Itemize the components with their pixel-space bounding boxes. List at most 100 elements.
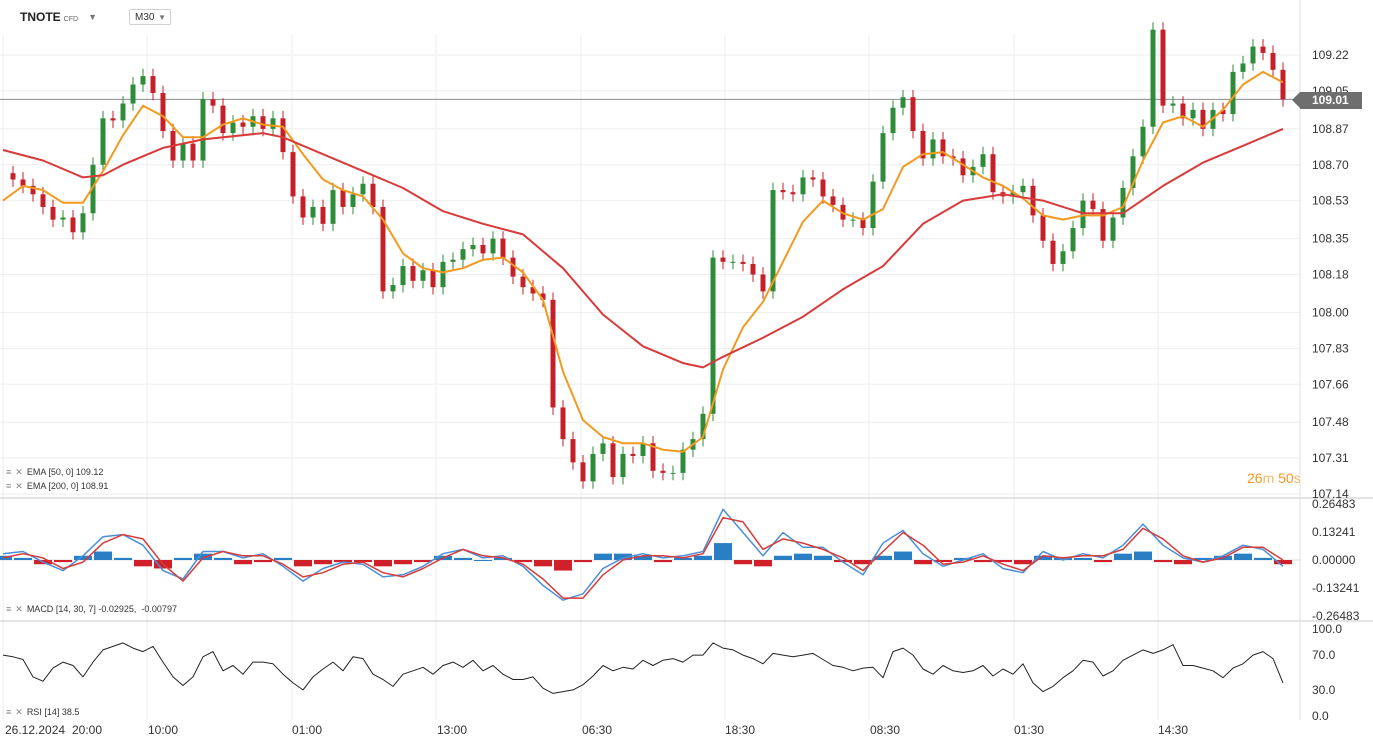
candle-body bbox=[590, 453, 596, 482]
macd-histogram-bar bbox=[374, 560, 392, 567]
candle-body bbox=[520, 276, 526, 288]
timeframe-selector[interactable]: M30 ▼ bbox=[129, 9, 171, 25]
macd-histogram-bar bbox=[554, 560, 572, 571]
candle-body bbox=[1080, 200, 1086, 229]
candle-body bbox=[1190, 109, 1196, 119]
candle-body bbox=[180, 143, 186, 161]
close-icon[interactable]: ✕ bbox=[15, 481, 24, 491]
chevron-down-icon: ▼ bbox=[158, 13, 166, 22]
macd-histogram-bar bbox=[414, 560, 432, 563]
candle-body bbox=[140, 76, 146, 85]
countdown-minutes: 26 bbox=[1247, 470, 1263, 486]
candle-body bbox=[340, 190, 346, 207]
candle-body bbox=[810, 177, 816, 180]
candle-body bbox=[190, 143, 196, 161]
menu-icon[interactable]: ≡ bbox=[6, 707, 13, 717]
close-icon[interactable]: ✕ bbox=[15, 467, 24, 477]
rsi-params: [14] bbox=[44, 707, 60, 717]
candle-body bbox=[200, 99, 206, 161]
legend-rsi[interactable]: ≡ ✕ RSI [14] 38.5 bbox=[6, 707, 79, 718]
menu-icon[interactable]: ≡ bbox=[6, 481, 13, 491]
macd-histogram-bar bbox=[1234, 553, 1252, 560]
candle-body bbox=[710, 257, 716, 414]
chevron-down-icon[interactable]: ▼ bbox=[88, 12, 97, 22]
macd-histogram-bar bbox=[1094, 560, 1112, 563]
macd-histogram-bar bbox=[474, 560, 492, 561]
candle-body bbox=[90, 164, 96, 214]
macd-histogram-bar bbox=[594, 553, 612, 560]
time-tick-label: 14:30 bbox=[1158, 723, 1188, 737]
candle-body bbox=[600, 443, 606, 454]
candle-body bbox=[1040, 215, 1046, 241]
candle-body bbox=[820, 179, 826, 197]
candle-body bbox=[80, 213, 86, 233]
candle-body bbox=[1020, 185, 1026, 193]
current-price-value: 109.01 bbox=[1312, 93, 1349, 107]
candle-body bbox=[290, 152, 296, 197]
candle-body bbox=[890, 107, 896, 134]
candle-body bbox=[900, 97, 906, 108]
candle-body bbox=[300, 196, 306, 218]
chart-toolbar: TNOTE CFD ▼ M30 ▼ bbox=[0, 0, 1373, 34]
macd-histogram-bar bbox=[894, 551, 912, 560]
macd-histogram-bar bbox=[174, 557, 192, 560]
time-tick-label: 20:00 bbox=[72, 723, 102, 737]
candle-body bbox=[270, 118, 276, 129]
close-icon[interactable]: ✕ bbox=[15, 707, 24, 717]
candle-body bbox=[560, 407, 566, 440]
candle-body bbox=[530, 287, 536, 294]
rsi-value: 38.5 bbox=[61, 707, 80, 717]
price-axis[interactable]: 109.22109.05108.87108.70108.53108.35108.… bbox=[1312, 48, 1360, 723]
candle-body bbox=[330, 190, 336, 224]
candle-body bbox=[1230, 71, 1236, 115]
macd-tick-label: -0.13241 bbox=[1312, 581, 1360, 595]
macd-histogram-bar bbox=[394, 560, 412, 565]
time-axis[interactable]: 26.12.2024 20:00 10:00 01:00 13:00 06:30 18:30… bbox=[5, 723, 1188, 737]
countdown-minutes-unit: m bbox=[1262, 470, 1275, 486]
macd-histogram-bar bbox=[1154, 560, 1172, 563]
rsi-label: RSI bbox=[26, 707, 42, 717]
macd-histogram-bar bbox=[354, 560, 372, 563]
legend-ema50[interactable]: ≡ ✕ EMA [50, 0] 109.12 bbox=[6, 467, 103, 478]
candle-body bbox=[370, 183, 376, 207]
legend-ema200[interactable]: ≡ ✕ EMA [200, 0] 108.91 bbox=[6, 481, 108, 492]
macd-histogram-bar bbox=[94, 551, 112, 560]
macd-histogram-bar bbox=[794, 553, 812, 560]
close-icon[interactable]: ✕ bbox=[15, 604, 24, 614]
candle-body bbox=[360, 183, 366, 195]
menu-icon[interactable]: ≡ bbox=[6, 467, 13, 477]
time-tick-label: 01:30 bbox=[1014, 723, 1044, 737]
legend-macd[interactable]: ≡ ✕ MACD [14, 30, 7] -0.02925, -0.00797 bbox=[6, 604, 177, 615]
price-candles bbox=[10, 22, 1286, 489]
macd-histogram-bar bbox=[694, 555, 712, 560]
candle-body bbox=[550, 299, 556, 408]
indicator-lines bbox=[2, 70, 1284, 694]
candle-body bbox=[660, 470, 666, 473]
candle-body bbox=[50, 206, 56, 220]
candle-body bbox=[760, 274, 766, 292]
candle-body bbox=[650, 443, 656, 471]
candle-body bbox=[830, 196, 836, 205]
candle-body bbox=[940, 139, 946, 157]
candle-body bbox=[620, 453, 626, 478]
price-tick-label: 107.83 bbox=[1312, 341, 1349, 355]
countdown-seconds: 50 bbox=[1278, 470, 1294, 486]
candle-body bbox=[860, 219, 866, 229]
candle-body bbox=[400, 266, 406, 286]
macd-histogram-bar bbox=[1054, 557, 1072, 560]
macd-histogram-bar bbox=[1014, 560, 1032, 565]
symbol-selector[interactable]: TNOTE CFD ▼ bbox=[20, 10, 97, 24]
candle-body bbox=[220, 105, 226, 134]
menu-icon[interactable]: ≡ bbox=[6, 604, 13, 614]
rsi-tick-label: 100.0 bbox=[1312, 622, 1342, 636]
macd-histogram-bar bbox=[74, 555, 92, 560]
price-tick-label: 108.70 bbox=[1312, 158, 1349, 172]
ema50-value: 109.12 bbox=[75, 467, 104, 477]
candle-body bbox=[980, 154, 986, 167]
symbol-type: CFD bbox=[63, 16, 79, 23]
candle-body bbox=[670, 472, 676, 474]
price-tick-label: 108.18 bbox=[1312, 268, 1349, 282]
candle-body bbox=[320, 206, 326, 224]
candle-body bbox=[960, 158, 966, 176]
